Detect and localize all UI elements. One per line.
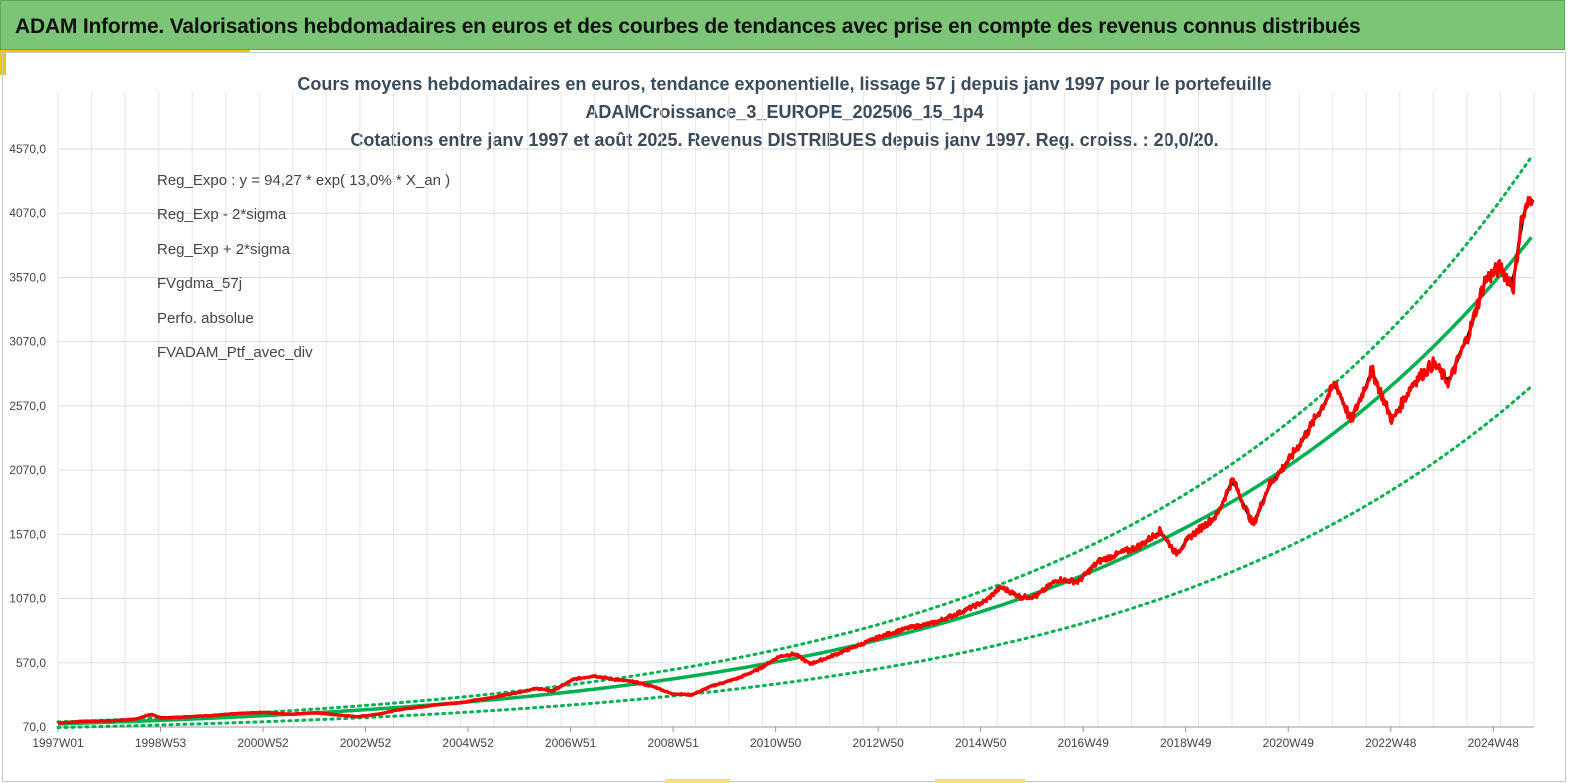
x-tick-label: 2008W51 [647, 736, 699, 750]
y-tick-label: 4570,0 [9, 142, 46, 156]
y-tick-label: 2570,0 [9, 399, 46, 413]
x-tick-label: 2006W51 [545, 736, 597, 750]
legend-item: FVADAM_Ptf_avec_div [115, 336, 450, 371]
x-tick-label: 2012W50 [852, 736, 904, 750]
legend-item: FVgdma_57j [115, 267, 450, 302]
chart-title-line-1: Cours moyens hebdomadaires en euros, ten… [297, 74, 1272, 94]
footer-accent [935, 779, 1025, 783]
series-line-reg-minus-2sigma [56, 384, 1533, 729]
chart-title: Cours moyens hebdomadaires en euros, ten… [0, 70, 1569, 154]
chart-title-line-2: ADAMCroissance_3_EUROPE_202506_15_1p4 [585, 102, 984, 122]
chart-legend: Reg_Expo : y = 94,27 * exp( 13,0% * X_an… [115, 163, 450, 370]
y-tick-label: 3570,0 [9, 270, 46, 284]
y-tick-label: 4070,0 [9, 206, 46, 220]
x-tick-label: 2002W52 [340, 736, 392, 750]
chart-frame [2, 52, 1566, 782]
x-tick-label: 2004W52 [442, 736, 494, 750]
accent-bar [0, 50, 250, 53]
footer-accent [665, 779, 730, 783]
legend-item: Reg_Exp + 2*sigma [115, 232, 450, 267]
x-tick-label: 2024W48 [1468, 736, 1520, 750]
x-tick-label: 2016W49 [1058, 736, 1110, 750]
legend-label: FVADAM_Ptf_avec_div [157, 344, 313, 362]
legend-item: Reg_Exp - 2*sigma [115, 198, 450, 233]
x-tick-label: 2010W50 [750, 736, 802, 750]
series-line-reg-plus-2sigma [56, 155, 1533, 724]
x-tick-label: 1997W01 [32, 736, 84, 750]
accent-bar-left [0, 50, 6, 75]
x-tick-label: 2022W48 [1365, 736, 1417, 750]
x-tick-label: 2014W50 [955, 736, 1007, 750]
x-tick-label: 2000W52 [237, 736, 289, 750]
y-tick-label: 3070,0 [9, 335, 46, 349]
y-tick-label: 1070,0 [9, 592, 46, 606]
x-tick-label: 2018W49 [1160, 736, 1212, 750]
x-tick-label: 1998W53 [135, 736, 187, 750]
y-tick-label: 1570,0 [9, 527, 46, 541]
legend-label: FVgdma_57j [157, 275, 243, 293]
y-tick-label: 70,0 [23, 720, 47, 734]
chart-title-line-3: Cotations entre janv 1997 et août 2025. … [350, 130, 1219, 150]
legend-item: Perfo. absolue [115, 301, 450, 336]
y-tick-label: 2070,0 [9, 463, 46, 477]
legend-label: Reg_Expo : y = 94,27 * exp( 13,0% * X_an… [157, 171, 451, 189]
legend-item: Reg_Expo : y = 94,27 * exp( 13,0% * X_an… [115, 163, 450, 198]
legend-label: Reg_Exp + 2*sigma [157, 240, 290, 258]
x-tick-label: 2020W49 [1263, 736, 1315, 750]
header-banner: ADAM Informe. Valorisations hebdomadaire… [0, 0, 1565, 50]
y-tick-label: 570,0 [16, 656, 46, 670]
legend-label: Perfo. absolue [157, 309, 254, 327]
header-title: ADAM Informe. Valorisations hebdomadaire… [15, 15, 1361, 38]
series-line-portfolio [57, 195, 1535, 725]
legend-label: Reg_Exp - 2*sigma [157, 206, 287, 224]
